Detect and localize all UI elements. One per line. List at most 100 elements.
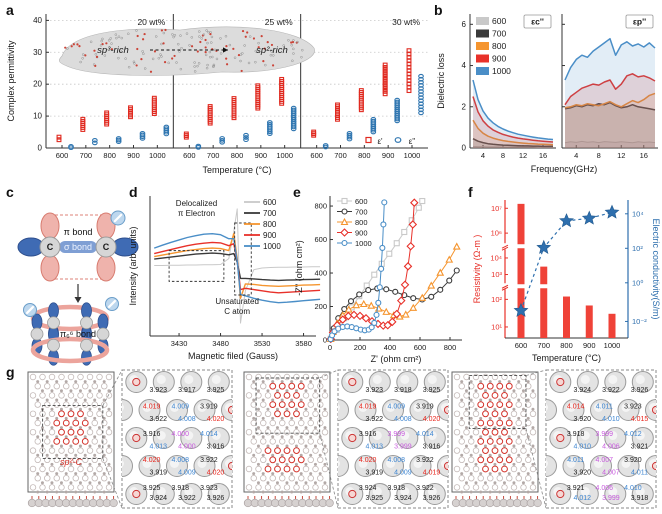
g-bond-length: 4.009 bbox=[394, 470, 412, 477]
g-bond-length: 4.010 bbox=[574, 443, 592, 450]
svg-text:10¹: 10¹ bbox=[491, 322, 502, 331]
g-bond-length: 3.918 bbox=[631, 495, 649, 502]
g-bond-length: 3.922 bbox=[178, 495, 196, 502]
g-bond-length: 4.019 bbox=[359, 403, 377, 410]
g-bond-length: 4.020 bbox=[207, 416, 225, 423]
svg-text:200: 200 bbox=[314, 302, 327, 311]
panel-label-e: e bbox=[293, 184, 301, 200]
svg-text:10: 10 bbox=[33, 112, 42, 121]
g-bond-length: 4.010 bbox=[624, 485, 642, 492]
g-bond-length: 3.999 bbox=[602, 495, 620, 502]
b-legend-600: 600 bbox=[492, 16, 506, 26]
svg-text:10²: 10² bbox=[632, 244, 643, 253]
a-inset-sp3-label: sp³-rich bbox=[97, 45, 129, 56]
b-x-axis-label: Frequency(GHz) bbox=[531, 164, 598, 174]
svg-text:8: 8 bbox=[501, 151, 505, 160]
g-bond-length: 3.916 bbox=[207, 443, 225, 450]
svg-text:1000: 1000 bbox=[149, 151, 166, 160]
g-bond-length: 4.007 bbox=[602, 470, 620, 477]
svg-text:10⁷: 10⁷ bbox=[491, 204, 502, 213]
g-bond-length: 3.923 bbox=[366, 387, 384, 394]
g-bond-length: 4.012 bbox=[574, 495, 592, 502]
f-left-axis-label: Resistivity (Ω-m ) bbox=[472, 235, 482, 304]
g-bond-length: 3.922 bbox=[416, 457, 434, 464]
g-bond-length: 3.921 bbox=[567, 485, 585, 492]
g-bond-length: 4.015 bbox=[631, 416, 649, 423]
g-group-3: 3.924 3.922 3.926 4.014 4.011 3.923 3.920 4.010… bbox=[451, 369, 657, 509]
panel-a-chart: 0 10 20 30 40 Complex permittivity 20 wt% 600 70… bbox=[6, 14, 428, 175]
b-box-label-ec: εc'' bbox=[531, 17, 544, 27]
g-bond-length: 4.014 bbox=[200, 431, 218, 438]
g-bond-length: 3.916 bbox=[143, 431, 161, 438]
a-inset-flake: sp³-rich sp²-rich bbox=[58, 26, 315, 76]
a-subpanel-title: 20 wt% bbox=[137, 17, 165, 27]
svg-text:1000: 1000 bbox=[276, 151, 293, 160]
svg-text:12: 12 bbox=[617, 151, 625, 160]
g-bond-length: 4.013 bbox=[150, 443, 168, 450]
svg-text:10⁶: 10⁶ bbox=[491, 229, 502, 238]
panel-e-chart: 0 200 400 600 800020040060080060070080090010… bbox=[294, 196, 462, 364]
g-bond-length: 3.922 bbox=[200, 457, 218, 464]
a-legend: ε' ε'' bbox=[365, 136, 416, 146]
b-y-axis-label: Dielectric loss bbox=[436, 53, 446, 109]
g-bond-length: 3.922 bbox=[366, 416, 384, 423]
svg-text:700: 700 bbox=[334, 151, 347, 160]
svg-text:10⁻²: 10⁻² bbox=[632, 317, 647, 326]
svg-text:600: 600 bbox=[314, 235, 327, 244]
svg-text:200: 200 bbox=[354, 343, 367, 352]
svg-text:4: 4 bbox=[462, 61, 467, 70]
svg-text:10⁴: 10⁴ bbox=[490, 253, 502, 262]
svg-text:600: 600 bbox=[310, 151, 323, 160]
g-bond-length: 3.925 bbox=[207, 387, 225, 394]
svg-text:900: 900 bbox=[583, 341, 596, 350]
g-bond-length: 3.923 bbox=[200, 485, 218, 492]
svg-text:8: 8 bbox=[597, 151, 601, 160]
svg-text:ε': ε' bbox=[377, 137, 383, 146]
c-atom-right: C bbox=[103, 242, 110, 252]
svg-text:600: 600 bbox=[56, 151, 69, 160]
c-pi6-bond-label: π₆⁶ bond bbox=[60, 329, 96, 339]
d-annotation-unsaturated: Unsaturated bbox=[215, 297, 259, 306]
svg-text:800: 800 bbox=[314, 202, 327, 211]
g-bond-length: 3.926 bbox=[631, 387, 649, 394]
g-bond-length: 4.020 bbox=[359, 457, 377, 464]
g-bond-length: 3.917 bbox=[178, 387, 196, 394]
d-legend-600: 600 bbox=[263, 198, 277, 207]
g-bond-length: 4.014 bbox=[416, 431, 434, 438]
g-group-1: sp²-C 3.923 3.917 3.925 4.019 4.009 3.919 3.922… bbox=[27, 369, 233, 509]
g-bond-length: 4.009 bbox=[388, 403, 406, 410]
g-bond-length: 3.919 bbox=[366, 470, 384, 477]
svg-text:900: 900 bbox=[255, 151, 268, 160]
svg-text:20: 20 bbox=[33, 80, 42, 89]
g-bond-length: 3.923 bbox=[624, 403, 642, 410]
g-bond-length: 3.922 bbox=[416, 485, 434, 492]
panel-g-structures: sp²-C 3.923 3.917 3.925 4.019 4.009 3.919 3.922… bbox=[27, 369, 657, 509]
b-legend-900: 900 bbox=[492, 54, 506, 64]
g-bond-length: 4.006 bbox=[602, 443, 620, 450]
svg-text:900: 900 bbox=[127, 151, 140, 160]
e-legend-800: 800 bbox=[355, 218, 368, 227]
svg-text:800: 800 bbox=[560, 341, 573, 350]
g-bond-length: 4.006 bbox=[596, 485, 614, 492]
svg-text:600: 600 bbox=[414, 343, 427, 352]
f-x-axis-label: Temperature (°C) bbox=[532, 353, 601, 363]
g-bond-length: 3.926 bbox=[207, 495, 225, 502]
svg-text:ε'': ε'' bbox=[409, 137, 416, 146]
panel-f-chart: 600 700 800 900 1000 10¹ 10² 10³ 10⁴ 10⁶ 10⁷ 10⁻² 10… bbox=[472, 200, 661, 363]
e-legend-1000: 1000 bbox=[355, 239, 372, 248]
g-bond-length: 4.020 bbox=[423, 416, 441, 423]
g-bond-length: 3.925 bbox=[366, 495, 384, 502]
svg-text:700: 700 bbox=[207, 151, 220, 160]
g-bond-length: 3.916 bbox=[359, 431, 377, 438]
svg-text:2: 2 bbox=[462, 102, 467, 111]
g-bond-length: 3.924 bbox=[574, 387, 592, 394]
svg-text:700: 700 bbox=[80, 151, 93, 160]
c-pi-bond-label: π bond bbox=[64, 227, 93, 237]
svg-text:0: 0 bbox=[462, 144, 467, 153]
g-bond-length: 3.924 bbox=[359, 485, 377, 492]
e-y-axis-label: -Z'' (ohm cm²) bbox=[294, 240, 304, 295]
svg-text:10⁴: 10⁴ bbox=[632, 209, 644, 218]
svg-text:600: 600 bbox=[183, 151, 196, 160]
svg-text:3580: 3580 bbox=[295, 339, 312, 348]
